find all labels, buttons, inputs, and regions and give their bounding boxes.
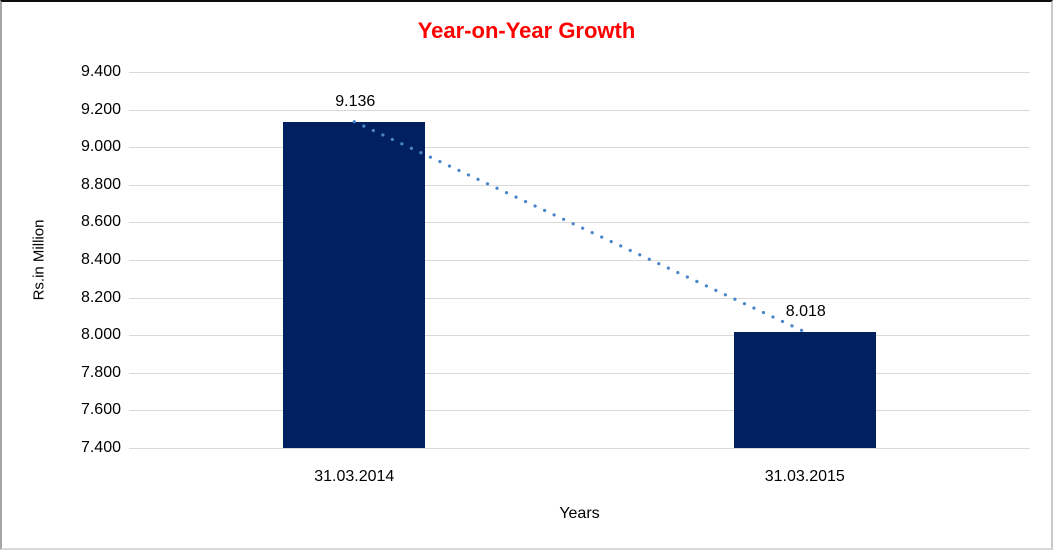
x-tick-label: 31.03.2015: [764, 468, 845, 485]
gridline: [129, 410, 1030, 412]
y-tick-label: 7.400: [80, 439, 121, 456]
gridline: [129, 448, 1030, 449]
gridline: [129, 147, 1030, 149]
bar-value-label: 9.136: [335, 92, 376, 110]
y-tick-label: 8.000: [80, 326, 121, 344]
y-tick-label: 8.200: [80, 288, 121, 306]
gridline: [129, 372, 1030, 374]
x-tick-label: 31.03.2014: [314, 468, 395, 485]
x-axis-title: Years: [559, 505, 600, 522]
bar-31.03.2014: [283, 121, 426, 448]
y-tick-label: 8.800: [80, 175, 121, 193]
bar-31.03.2015: [733, 331, 876, 448]
gridline: [129, 297, 1030, 299]
y-tick-label: 9.200: [80, 100, 121, 118]
y-tick-label: 8.400: [80, 251, 121, 268]
y-axis-title: Rs.in Million: [30, 219, 48, 301]
gridline: [129, 72, 1030, 73]
gridline: [129, 184, 1030, 186]
plot-area: 9.136 8.018: [129, 72, 1030, 449]
y-tick-label: 9.400: [80, 63, 121, 80]
y-tick-label: 7.800: [80, 363, 121, 381]
gridline: [129, 260, 1030, 261]
y-tick-label: 7.600: [80, 401, 121, 419]
y-tick-label: 8.600: [80, 213, 121, 231]
chart-title: Year-on-Year Growth: [417, 18, 636, 43]
gridline: [129, 109, 1030, 111]
gridline: [129, 222, 1030, 224]
bar-value-label: 8.018: [785, 302, 826, 320]
y-tick-label: 9.000: [80, 138, 121, 156]
gridline: [129, 335, 1030, 337]
